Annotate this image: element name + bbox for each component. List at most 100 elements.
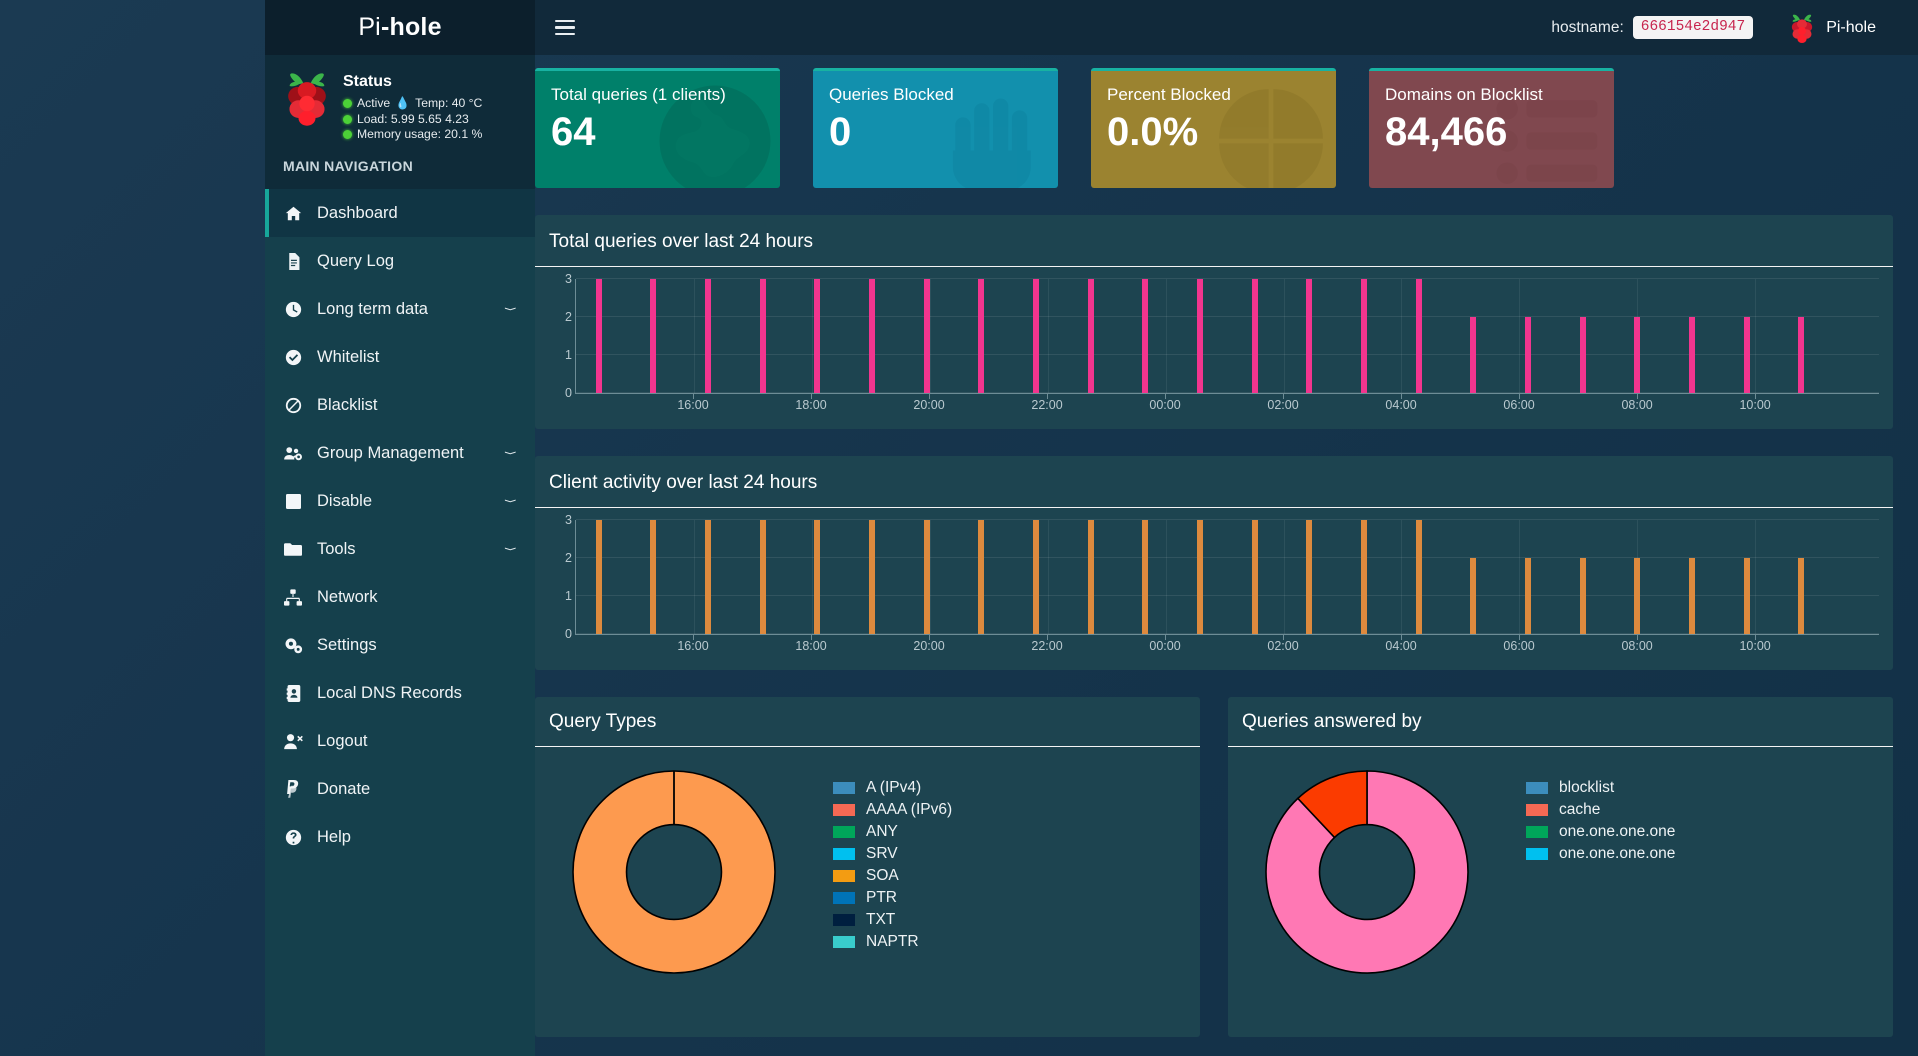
bar[interactable] <box>1798 558 1805 634</box>
bar[interactable] <box>1196 520 1203 634</box>
sidebar-item-label: Logout <box>317 731 368 750</box>
legend-item[interactable]: cache <box>1526 799 1675 821</box>
brand-logo[interactable]: Pi-hole <box>265 0 535 55</box>
bar[interactable] <box>1087 279 1094 393</box>
y-axis-tick-label: 1 <box>565 589 572 604</box>
bar[interactable] <box>923 279 930 393</box>
sidebar-item-whitelist[interactable]: Whitelist <box>265 333 535 381</box>
bar[interactable] <box>1688 558 1695 634</box>
sidebar-item-dashboard[interactable]: Dashboard <box>265 189 535 237</box>
bar[interactable] <box>1798 317 1805 393</box>
bar[interactable] <box>595 520 602 634</box>
bar[interactable] <box>1142 279 1149 393</box>
bar[interactable] <box>1579 317 1586 393</box>
bar[interactable] <box>814 520 821 634</box>
sidebar-item-donate[interactable]: Donate <box>265 765 535 813</box>
bar[interactable] <box>704 279 711 393</box>
sidebar-item-tools[interactable]: Tools ⟩ <box>265 525 535 573</box>
bar[interactable] <box>1524 558 1531 634</box>
query-types-donut[interactable] <box>549 763 799 1017</box>
chevron-down-icon[interactable]: ⟩ <box>503 306 518 312</box>
bar[interactable] <box>1688 317 1695 393</box>
bar[interactable] <box>650 279 657 393</box>
legend-item[interactable]: SOA <box>833 865 952 887</box>
bar[interactable] <box>1032 520 1039 634</box>
stat-card-queries-blocked[interactable]: Queries Blocked 0 <box>813 68 1058 188</box>
stat-card-value: 0 <box>829 110 852 154</box>
bar[interactable] <box>1142 520 1149 634</box>
bar[interactable] <box>1634 558 1641 634</box>
bar[interactable] <box>1415 520 1422 634</box>
stat-card-total-queries-1-clients-[interactable]: Total queries (1 clients) 64 <box>535 68 780 188</box>
total-queries-bar-chart[interactable]: 0 1 2 3 16:00 18:00 20:00 22:00 00:00 02:00 04:00 0… <box>549 272 1879 419</box>
legend-item[interactable]: one.one.one.one <box>1526 843 1675 865</box>
bar[interactable] <box>868 279 875 393</box>
sidebar-item-label: Local DNS Records <box>317 683 462 702</box>
bar[interactable] <box>595 279 602 393</box>
status-line-active: Active 💧 Temp: 40 °C <box>343 96 482 112</box>
bar[interactable] <box>759 279 766 393</box>
sidebar-item-help[interactable]: Help <box>265 813 535 861</box>
bar[interactable] <box>1360 279 1367 393</box>
sidebar-item-logout[interactable]: Logout <box>265 717 535 765</box>
bar[interactable] <box>1743 558 1750 634</box>
legend-item[interactable]: SRV <box>833 843 952 865</box>
bar[interactable] <box>978 520 985 634</box>
bar[interactable] <box>704 520 711 634</box>
legend-label: SRV <box>866 845 898 862</box>
bar[interactable] <box>1032 279 1039 393</box>
vertical-gridline <box>929 279 931 393</box>
bar[interactable] <box>1470 317 1477 393</box>
bar[interactable] <box>1524 317 1531 393</box>
x-axis-tick-label: 10:00 <box>1739 398 1771 412</box>
bar[interactable] <box>1306 279 1313 393</box>
legend-item[interactable]: blocklist <box>1526 777 1675 799</box>
legend-item[interactable]: NAPTR <box>833 931 952 953</box>
list-icon <box>1490 82 1608 188</box>
sidebar-item-blacklist[interactable]: Blacklist <box>265 381 535 429</box>
bar[interactable] <box>1634 317 1641 393</box>
bar[interactable] <box>923 520 930 634</box>
bar[interactable] <box>1087 520 1094 634</box>
bar[interactable] <box>1743 317 1750 393</box>
legend-label: NAPTR <box>866 933 919 950</box>
legend-item[interactable]: A (IPv4) <box>833 777 952 799</box>
legend-item[interactable]: ANY <box>833 821 952 843</box>
client-activity-bar-chart[interactable]: 0 1 2 3 16:00 18:00 20:00 22:00 00:00 02:00 04:00 0… <box>549 513 1879 660</box>
legend-item[interactable]: PTR <box>833 887 952 909</box>
sidebar-item-disable[interactable]: Disable ⟩ <box>265 477 535 525</box>
bar[interactable] <box>1579 558 1586 634</box>
stat-card-percent-blocked[interactable]: Percent Blocked 0.0% <box>1091 68 1336 188</box>
chevron-down-icon[interactable]: ⟩ <box>503 450 518 456</box>
bar[interactable] <box>1196 279 1203 393</box>
sidebar-item-network[interactable]: Network <box>265 573 535 621</box>
x-axis-tick-label: 02:00 <box>1267 398 1299 412</box>
bar[interactable] <box>978 279 985 393</box>
bar[interactable] <box>1470 558 1477 634</box>
chevron-down-icon[interactable]: ⟩ <box>503 546 518 552</box>
legend-item[interactable]: one.one.one.one <box>1526 821 1675 843</box>
stat-card-domains-on-blocklist[interactable]: Domains on Blocklist 84,466 <box>1369 68 1614 188</box>
bar[interactable] <box>1415 279 1422 393</box>
sidebar-item-settings[interactable]: Settings <box>265 621 535 669</box>
legend-item[interactable]: TXT <box>833 909 952 931</box>
chevron-down-icon[interactable]: ⟩ <box>503 498 518 504</box>
sidebar-item-long-term-data[interactable]: Long term data ⟩ <box>265 285 535 333</box>
queries-answered-donut[interactable] <box>1242 763 1492 1017</box>
bar[interactable] <box>1251 520 1258 634</box>
bar[interactable] <box>1251 279 1258 393</box>
user-menu[interactable]: Pi-hole <box>1789 13 1876 43</box>
bar[interactable] <box>1360 520 1367 634</box>
legend-item[interactable]: AAAA (IPv6) <box>833 799 952 821</box>
bar[interactable] <box>1306 520 1313 634</box>
bar[interactable] <box>814 279 821 393</box>
bar[interactable] <box>759 520 766 634</box>
x-axis-tick-label: 18:00 <box>795 639 827 653</box>
bar[interactable] <box>868 520 875 634</box>
sidebar-item-local-dns-records[interactable]: Local DNS Records <box>265 669 535 717</box>
sidebar-item-query-log[interactable]: Query Log <box>265 237 535 285</box>
bar[interactable] <box>650 520 657 634</box>
panel-title: Client activity over last 24 hours <box>549 472 818 493</box>
hamburger-icon[interactable] <box>555 16 575 40</box>
sidebar-item-group-management[interactable]: Group Management ⟩ <box>265 429 535 477</box>
